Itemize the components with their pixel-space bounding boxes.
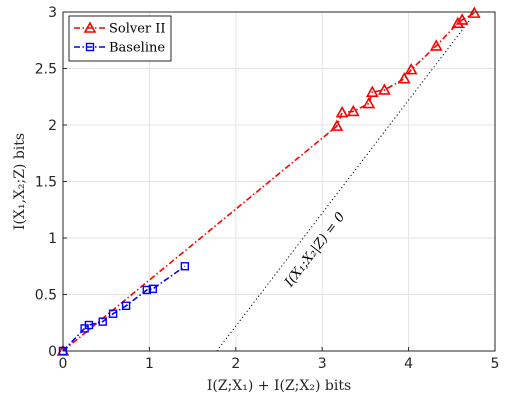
data-point-solver-ii xyxy=(346,104,360,117)
legend: Solver II Baseline xyxy=(68,15,172,62)
data-point-baseline xyxy=(180,262,190,271)
data-point-solver-ii xyxy=(451,16,465,29)
legend-marker-solver-ii xyxy=(83,21,97,33)
series-group xyxy=(56,6,481,356)
y-tick-label: 3 xyxy=(48,5,57,21)
reference-line-annotation: I(X₁;X₂|Z) = 0 xyxy=(281,210,348,291)
x-axis-label: I(Z;X₁) + I(Z;X₂) bits xyxy=(207,378,351,394)
y-tick-label: 2 xyxy=(48,118,57,134)
data-point-baseline xyxy=(84,320,94,330)
x-tick-label: 1 xyxy=(145,356,154,372)
reference-line-group xyxy=(216,20,470,352)
data-point-solver-ii xyxy=(397,72,411,84)
data-point-baseline xyxy=(148,284,158,294)
x-tick-label: 0 xyxy=(59,356,68,372)
data-point-baseline xyxy=(108,309,118,318)
y-tick-label: 1.5 xyxy=(35,175,57,191)
y-tick-label: 0.5 xyxy=(35,288,57,304)
data-point-solver-ii xyxy=(365,85,379,98)
data-point-baseline xyxy=(142,285,152,295)
x-tick-label: 4 xyxy=(404,356,413,372)
y-axis-label: I(X₁,X₂;Z) bits xyxy=(12,133,28,230)
data-point-baseline xyxy=(121,301,131,310)
data-point-solver-ii xyxy=(429,39,443,51)
data-point-solver-ii xyxy=(362,96,376,109)
data-point-solver-ii xyxy=(455,13,469,25)
x-tick-label: 5 xyxy=(491,356,500,372)
legend-box xyxy=(68,15,172,62)
legend-label-baseline: Baseline xyxy=(109,41,165,56)
y-tick-label: 0 xyxy=(48,344,57,360)
legend-label-solver-ii: Solver II xyxy=(109,22,166,37)
y-tick-label: 1 xyxy=(48,231,57,247)
data-point-solver-ii xyxy=(378,83,391,95)
axis-ticks: 0 1 2 3 4 5 0 0.5 1 1.5 2 2.5 3 xyxy=(35,5,500,372)
data-point-solver-ii xyxy=(467,6,481,18)
data-point-solver-ii xyxy=(335,105,349,118)
data-point-solver-ii xyxy=(404,62,418,75)
data-point-baseline xyxy=(98,317,107,326)
x-tick-label: 3 xyxy=(318,356,327,372)
x-tick-label: 2 xyxy=(231,356,240,372)
series-line-solver-ii xyxy=(62,12,475,352)
data-point-solver-ii xyxy=(330,119,344,131)
y-tick-label: 2.5 xyxy=(35,62,57,78)
reference-line xyxy=(216,20,470,352)
legend-marker-baseline xyxy=(85,42,95,52)
grid-lines xyxy=(62,11,496,352)
